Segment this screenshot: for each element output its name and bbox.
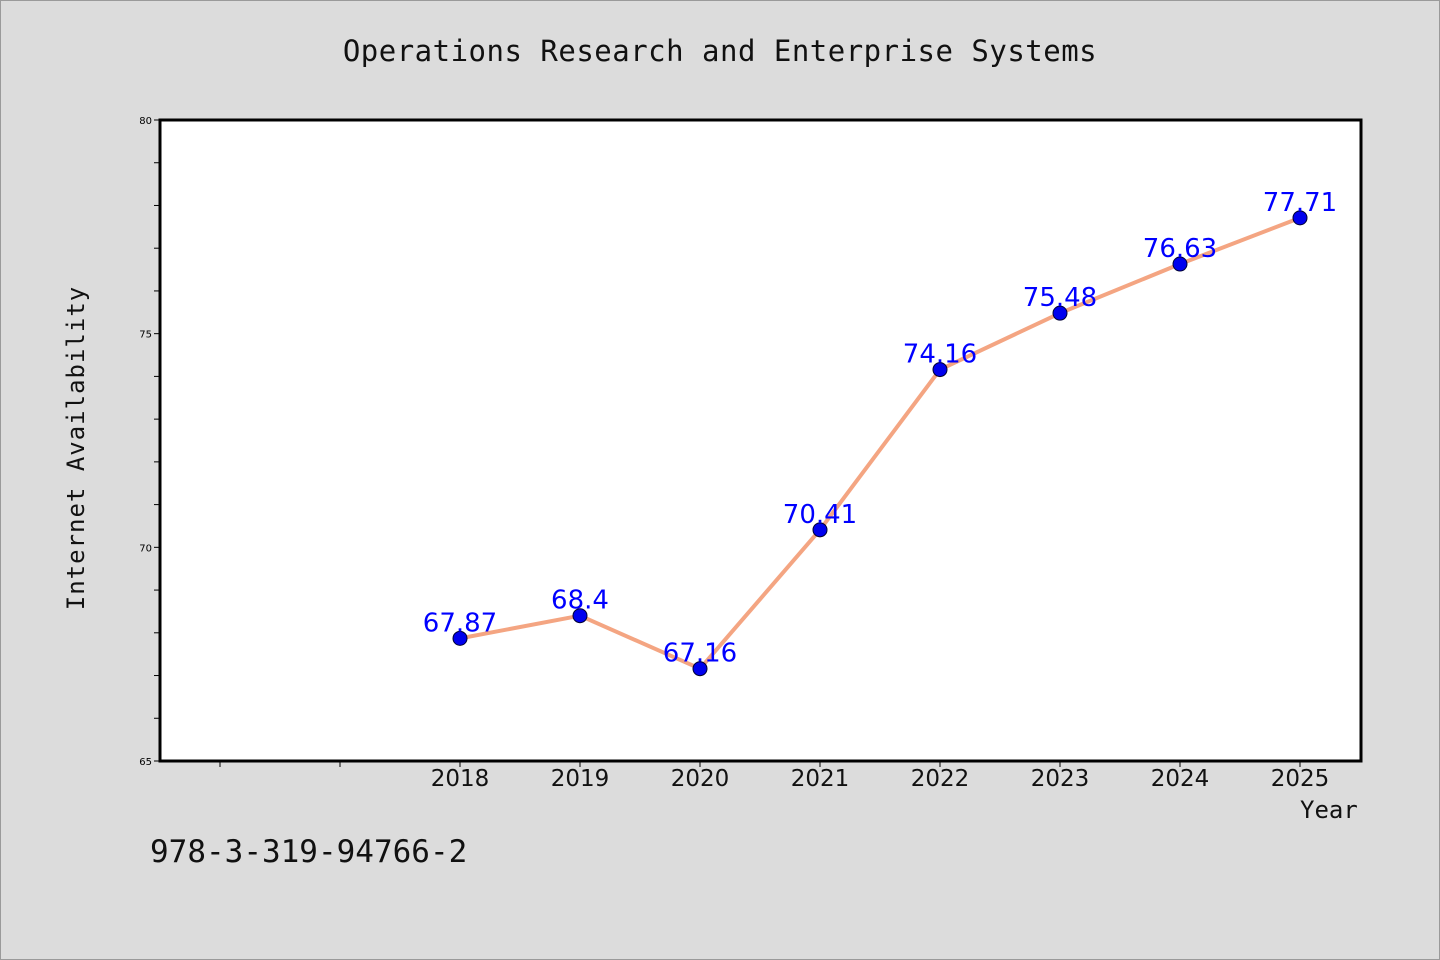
data-point — [932, 362, 948, 378]
data-label: 68.4 — [551, 586, 609, 616]
footer-code: 978-3-319-94766-2 — [150, 834, 468, 870]
data-point — [1052, 305, 1068, 321]
data-label: 67.16 — [663, 639, 737, 669]
data-label: 70.41 — [783, 500, 857, 530]
y-tick-label: 70 — [139, 543, 152, 554]
y-tick-label: 75 — [139, 330, 152, 341]
series-line — [459, 215, 1301, 671]
x-tick-label: 2023 — [1031, 766, 1090, 792]
data-point — [812, 522, 828, 538]
data-label: 67.87 — [423, 608, 497, 638]
data-label: 74.16 — [903, 340, 977, 370]
data-point — [1172, 256, 1188, 272]
plot-border — [158, 118, 1363, 763]
data-label: 76.63 — [1143, 234, 1217, 264]
x-axis-label: Year — [1300, 796, 1358, 824]
x-tick-label: 2018 — [431, 766, 490, 792]
data-point — [572, 608, 588, 624]
data-point — [452, 630, 468, 646]
data-point — [1292, 210, 1308, 226]
chart-title: Operations Research and Enterprise Syste… — [342, 34, 1098, 68]
y-tick-label: 80 — [139, 116, 152, 127]
x-tick-label: 2024 — [1151, 766, 1210, 792]
x-tick-label: 2025 — [1271, 766, 1330, 792]
x-tick-label: 2021 — [791, 766, 850, 792]
data-label: 77.71 — [1263, 188, 1337, 218]
x-tick-label: 2022 — [911, 766, 970, 792]
x-tick-label: 2020 — [671, 766, 730, 792]
data-point — [692, 661, 708, 677]
data-label: 75.48 — [1023, 283, 1097, 313]
plot-area — [160, 120, 1361, 761]
x-tick-label: 2019 — [551, 766, 610, 792]
y-tick-label: 65 — [139, 757, 152, 768]
